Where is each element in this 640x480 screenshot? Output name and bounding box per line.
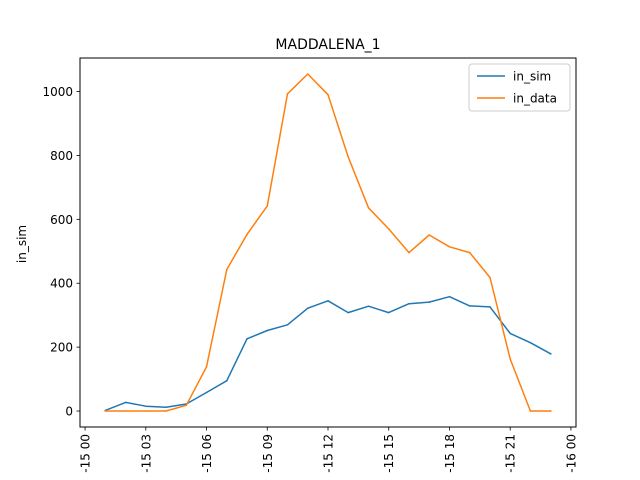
- y-tick-label: 200: [50, 341, 73, 355]
- y-tick-label: 1000: [42, 85, 73, 99]
- y-tick-label: 600: [50, 213, 73, 227]
- data-point-in-sim: [286, 324, 289, 326]
- data-point-in-sim: [428, 301, 431, 303]
- data-point-in-data: [246, 233, 248, 236]
- data-point-in-sim: [266, 329, 269, 332]
- data-point-in-sim: [246, 338, 248, 340]
- data-point-in-sim: [226, 379, 228, 382]
- data-point-in-data: [165, 410, 167, 412]
- data-point-in-data: [226, 268, 228, 271]
- data-point-in-sim: [448, 295, 451, 298]
- data-point-in-data: [408, 251, 410, 254]
- y-tick-label: 800: [50, 149, 73, 163]
- data-point-in-data: [307, 73, 309, 75]
- data-point-in-data: [327, 93, 329, 96]
- data-point-in-data: [266, 205, 269, 207]
- series-line-in-sim: [104, 295, 552, 412]
- legend-label-in-data: in_data: [513, 92, 557, 106]
- data-point-in-data: [448, 246, 451, 248]
- y-axis-ticks: 0 200 400 600 800 1000: [42, 85, 80, 419]
- x-tick-label: -15 09: [261, 434, 275, 473]
- x-tick-label: -15 06: [200, 434, 214, 473]
- x-tick-label: -16 00: [564, 434, 578, 473]
- chart-title: MADDALENA_1: [275, 37, 380, 53]
- data-point-in-data: [529, 410, 532, 412]
- data-point-in-data: [509, 358, 512, 360]
- data-point-in-data: [185, 404, 188, 407]
- x-tick-label: -15 12: [322, 434, 336, 473]
- y-tick-label: 400: [50, 277, 73, 291]
- legend: in_sim in_data: [468, 63, 571, 112]
- data-point-in-sim: [549, 353, 552, 355]
- data-point-in-data: [489, 276, 491, 279]
- x-tick-label: -15 00: [79, 434, 93, 473]
- x-tick-label: -15 21: [504, 434, 518, 473]
- data-point-in-data: [145, 410, 147, 412]
- data-point-in-sim: [489, 306, 491, 308]
- data-point-in-data: [468, 251, 471, 254]
- data-point-in-data: [387, 228, 390, 230]
- series-layer: [104, 73, 552, 412]
- y-axis-label: in_sim: [15, 225, 29, 263]
- plot-frame: [79, 57, 577, 428]
- data-point-in-data: [205, 366, 208, 368]
- data-point-in-sim: [124, 401, 127, 404]
- y-tick-label: 0: [65, 405, 73, 419]
- data-point-in-data: [124, 410, 127, 412]
- x-tick-label: -15 18: [443, 434, 457, 473]
- data-point-in-data: [549, 410, 552, 412]
- x-axis-ticks: -15 00 -15 03 -15 06 -15 09 -15 12 -15 15 -15 …: [79, 427, 578, 473]
- data-point-in-sim: [509, 332, 512, 335]
- series-line-in-data: [104, 73, 552, 412]
- data-point-in-sim: [367, 305, 370, 308]
- data-point-in-sim: [307, 307, 309, 310]
- data-point-in-data: [367, 207, 370, 209]
- data-point-in-sim: [205, 391, 208, 394]
- data-point-in-data: [286, 93, 289, 95]
- data-point-in-sim: [529, 341, 532, 344]
- x-tick-label: -15 15: [382, 434, 396, 473]
- legend-label-in-sim: in_sim: [513, 70, 551, 84]
- data-point-in-sim: [327, 300, 329, 302]
- data-point-in-sim: [408, 302, 410, 305]
- x-tick-label: -15 03: [139, 434, 153, 473]
- data-point-in-sim: [165, 406, 167, 409]
- data-point-in-data: [428, 234, 431, 236]
- data-point-in-sim: [347, 311, 350, 314]
- data-point-in-sim: [468, 305, 471, 307]
- data-point-in-sim: [145, 405, 147, 408]
- data-point-in-data: [104, 410, 107, 412]
- data-point-in-sim: [387, 311, 390, 314]
- data-point-in-data: [347, 156, 350, 158]
